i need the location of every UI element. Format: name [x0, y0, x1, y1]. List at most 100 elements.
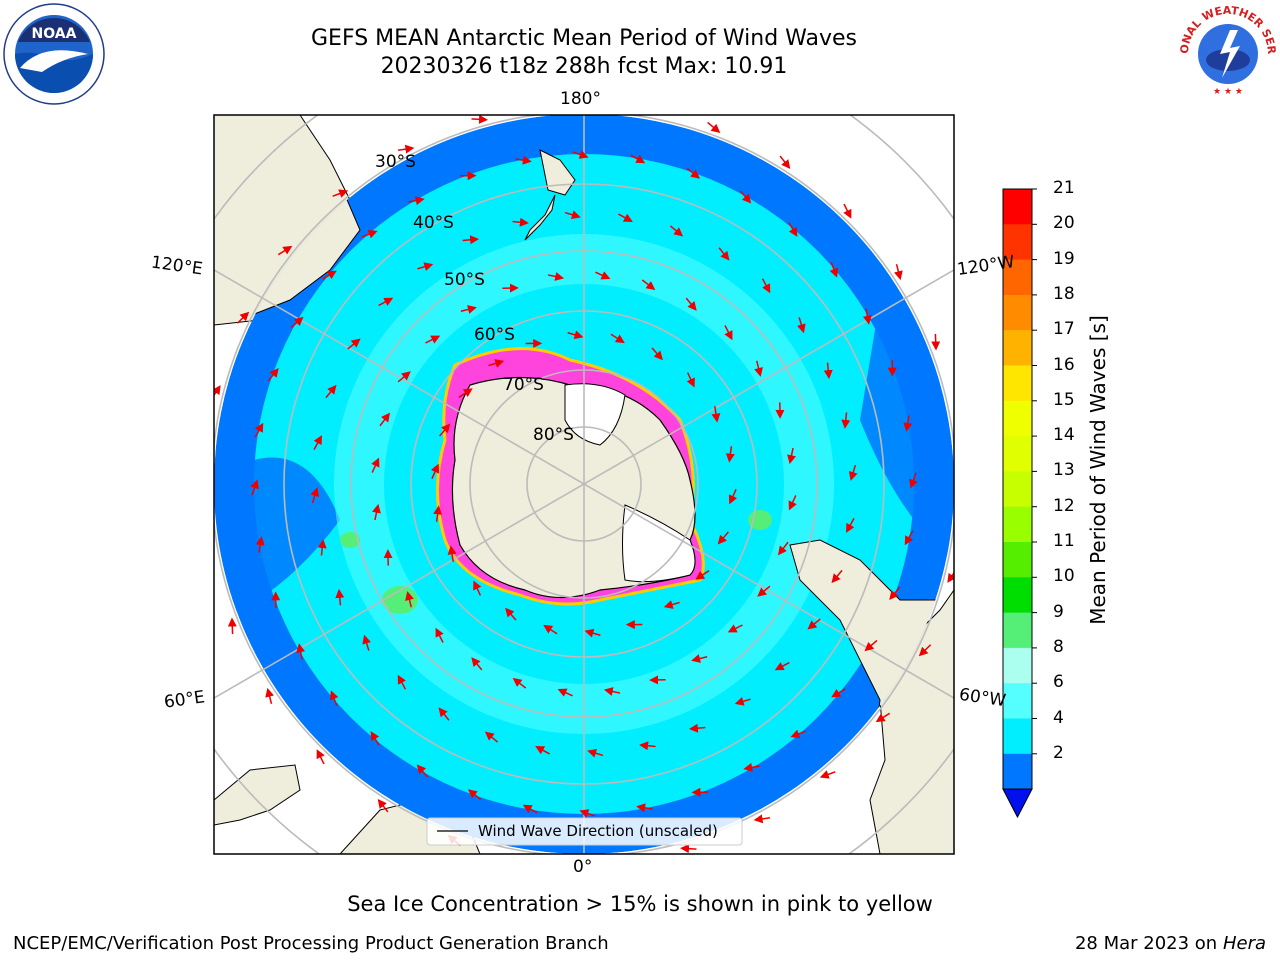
- wind-wave-arrow: [663, 600, 680, 609]
- wind-wave-arrow: [630, 154, 646, 164]
- wind-wave-arrow: [528, 858, 539, 864]
- wind-wave-arrow: [484, 731, 499, 743]
- wind-wave-arrow: [397, 144, 415, 154]
- wind-wave-arrow: [918, 644, 932, 657]
- colorbar-tick-label: 11: [1053, 531, 1075, 551]
- svg-text:NOAA: NOAA: [32, 26, 77, 42]
- wind-wave-arrow: [610, 333, 625, 344]
- colorbar-bin: [1003, 647, 1032, 684]
- wind-wave-arrow: [572, 150, 589, 159]
- wind-wave-arrow: [316, 749, 325, 765]
- legend-label: Wind Wave Direction (unscaled): [478, 822, 718, 840]
- lat-label-70s: 70°S: [503, 375, 544, 395]
- wind-wave-arrow: [267, 368, 279, 382]
- wind-wave-arrows: [202, 105, 966, 864]
- wind-wave-arrow: [430, 463, 440, 479]
- wind-wave-arrow: [841, 412, 851, 429]
- wind-wave-arrow: [829, 261, 839, 278]
- wind-wave-arrow: [325, 384, 337, 399]
- wind-wave-arrow: [435, 627, 444, 643]
- wind-wave-arrow: [819, 770, 836, 779]
- wind-wave-arrow: [843, 203, 852, 219]
- wind-wave-arrow: [468, 789, 482, 801]
- colorbar-bin: [1003, 224, 1032, 261]
- wind-wave-arrow: [889, 586, 901, 600]
- wind-wave-arrow: [584, 628, 601, 638]
- wind-wave-arrow: [725, 446, 735, 463]
- wind-wave-arrow: [505, 607, 517, 621]
- noaa-logo: NOAA: [3, 3, 105, 105]
- wind-wave-arrow: [579, 809, 596, 818]
- colorbar-tick-label: 20: [1053, 213, 1075, 234]
- wind-wave-arrow: [894, 263, 903, 281]
- wind-wave-arrow: [807, 618, 821, 630]
- wind-wave-arrow: [329, 690, 339, 707]
- colorbar-tick-label: 8: [1053, 636, 1064, 657]
- map-legend: [426, 817, 743, 846]
- footer-date: 28 Mar 2023 on Hera: [1075, 933, 1266, 954]
- wind-wave-arrow: [734, 697, 751, 706]
- colorbar-bin: [1003, 294, 1032, 331]
- wind-wave-arrow: [335, 588, 345, 606]
- wind-wave-arrow: [512, 217, 529, 227]
- wind-wave-arrow: [641, 279, 656, 291]
- wind-wave-arrow: [408, 196, 425, 206]
- wind-wave-arrow: [313, 435, 322, 450]
- wind-wave-arrow: [728, 489, 738, 505]
- wind-wave-arrow: [603, 687, 621, 696]
- wind-wave-arrow: [823, 362, 833, 380]
- colorbar-tick-label: 6: [1053, 672, 1064, 693]
- wind-wave-arrow: [587, 748, 604, 758]
- wind-wave-arrow: [711, 406, 721, 423]
- wind-wave-arrow: [685, 297, 697, 311]
- wind-wave-arrow: [686, 167, 700, 179]
- wind-wave-arrow: [332, 189, 349, 198]
- wind-wave-arrow: [595, 271, 611, 280]
- wind-wave-arrow: [405, 591, 414, 608]
- wind-wave-arrow: [458, 388, 473, 398]
- wind-wave-arrow: [862, 308, 872, 325]
- wind-wave-arrow: [214, 541, 215, 552]
- wind-wave-arrow: [875, 712, 891, 723]
- wind-wave-arrow: [471, 657, 483, 671]
- colorbar-bin: [1003, 436, 1032, 472]
- lat-label-30s: 30°S: [375, 152, 416, 172]
- lat-label-80s: 80°S: [533, 425, 574, 445]
- wind-wave-arrow: [639, 741, 656, 751]
- wind-wave-arrow: [691, 654, 708, 663]
- wind-wave-arrow: [695, 570, 710, 580]
- wind-wave-arrow: [202, 467, 206, 478]
- wind-wave-arrow: [265, 687, 274, 705]
- footer-credit: NCEP/EMC/Verification Post Processing Pr…: [13, 933, 609, 954]
- wind-wave-arrow: [779, 155, 791, 170]
- wind-wave-arrow: [630, 105, 641, 111]
- colorbar-under-triangle: [1002, 788, 1033, 819]
- colorbar-bin: [1003, 718, 1032, 755]
- lon-label-180: 180°: [560, 89, 601, 109]
- wind-wave-arrow: [636, 803, 653, 813]
- wind-wave-arrow: [962, 490, 966, 501]
- colorbar-tick-label: 19: [1053, 248, 1075, 269]
- colorbar-tick-label: 12: [1053, 495, 1075, 516]
- wind-wave-arrow: [688, 723, 706, 733]
- wind-wave-arrow: [397, 371, 411, 383]
- new-zealand-land: [524, 149, 576, 241]
- wind-wave-arrow: [290, 316, 304, 329]
- wind-wave-arrow: [909, 472, 918, 489]
- graticule: [214, 115, 954, 854]
- wind-wave-arrow: [447, 545, 457, 562]
- wind-wave-arrow: [557, 688, 573, 697]
- wind-wave-arrow: [797, 317, 806, 334]
- wind-wave-arrow: [254, 422, 264, 438]
- colorbar-bin: [1003, 365, 1032, 402]
- wind-wave-arrow: [904, 530, 914, 546]
- wind-wave-arrow: [831, 688, 846, 698]
- wind-wave-arrow: [567, 330, 584, 340]
- wind-wave-arrow: [214, 385, 221, 397]
- wind-wave-arrow: [727, 624, 743, 633]
- wind-wave-arrow: [522, 804, 538, 814]
- colorbar-bin: [1003, 189, 1032, 225]
- chart-subtitle: 20230326 t18z 288h fcst Max: 10.91: [380, 54, 788, 79]
- wind-wave-arrow: [379, 412, 391, 427]
- wind-wave-arrow: [739, 190, 752, 204]
